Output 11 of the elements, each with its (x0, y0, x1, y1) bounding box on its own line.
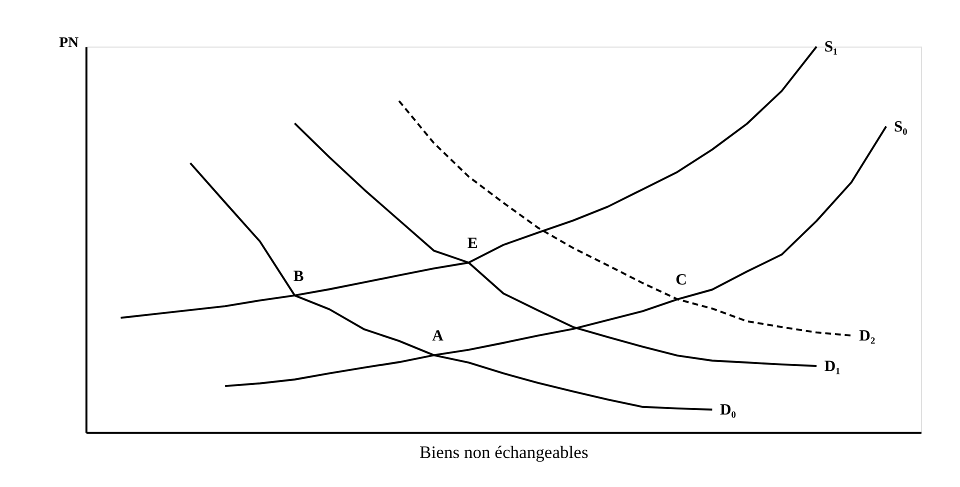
series-label: S₀ (894, 118, 908, 136)
series-label: D₀ (720, 401, 736, 418)
series-label: D₁ (824, 358, 841, 375)
y-axis-title: PN (59, 35, 80, 52)
series-label: S₁ (824, 38, 838, 56)
annotation: B (293, 268, 304, 285)
annotation: A (432, 328, 444, 345)
x-axis-title: Biens non échangeables (420, 442, 588, 462)
annotation: C (676, 272, 687, 289)
annotation: E (467, 234, 478, 252)
series-label: D₂ (859, 327, 876, 344)
